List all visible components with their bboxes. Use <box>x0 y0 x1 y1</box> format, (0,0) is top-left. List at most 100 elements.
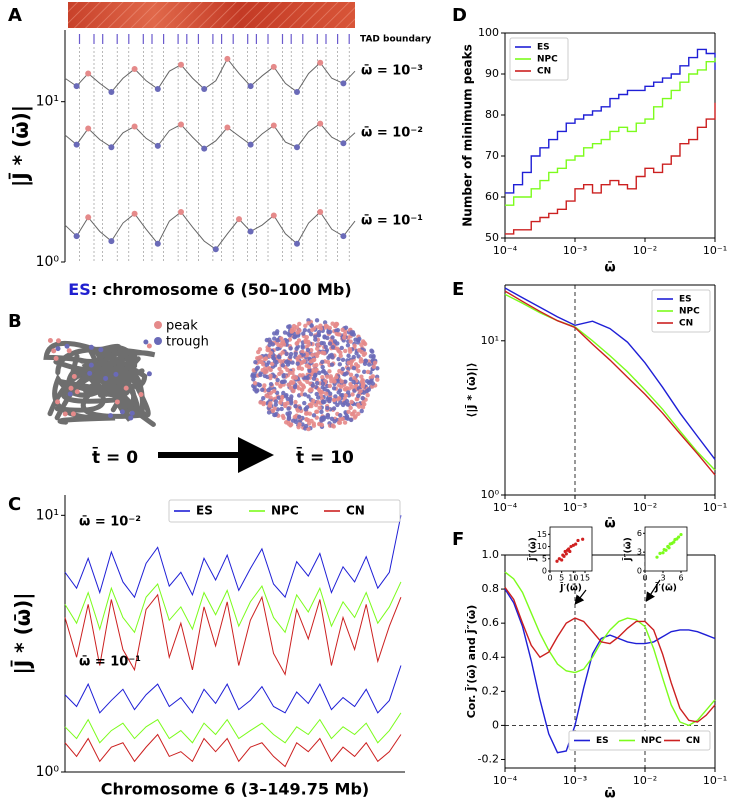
locus-dot <box>51 348 57 354</box>
y-tick-label: 0 <box>542 567 547 576</box>
locus-dot <box>340 366 345 372</box>
locus-dot <box>336 356 341 362</box>
scatter-point <box>568 549 572 554</box>
locus-dot <box>276 354 281 359</box>
trough-point <box>294 88 300 95</box>
scatter-point <box>655 555 659 559</box>
locus-dot <box>360 384 365 389</box>
locus-dot <box>315 346 320 351</box>
locus-dot <box>348 372 354 378</box>
locus-dot <box>358 388 363 394</box>
x-tick-label: 10 <box>568 574 578 583</box>
locus-dot <box>352 343 357 348</box>
locus-dot <box>275 329 280 334</box>
y-axis-label: |J̄ * (ω̄)| <box>11 592 35 674</box>
locus-dot <box>342 372 347 377</box>
locus-dot <box>317 405 322 411</box>
locus-dot <box>359 408 364 414</box>
locus-dot <box>335 379 340 384</box>
locus-dot <box>375 366 380 371</box>
group-label: ω̄ = 10⁻² <box>79 515 141 530</box>
locus-dot <box>305 347 311 353</box>
locus-dot <box>123 385 129 391</box>
legend-label: trough <box>166 335 209 350</box>
y-tick-label: 10⁰ <box>36 764 60 780</box>
trough-point <box>201 145 208 152</box>
locus-dot <box>357 336 362 342</box>
locus-dot <box>314 380 320 386</box>
legend-label: NPC <box>679 307 700 317</box>
locus-dot <box>361 400 366 405</box>
locus-dot <box>103 375 109 381</box>
locus-dot <box>302 400 307 406</box>
locus-dot <box>67 391 73 397</box>
y-tick-label: 0.4 <box>482 650 500 663</box>
locus-dot <box>326 330 332 335</box>
locus-dot <box>272 412 277 418</box>
legend-dot <box>154 337 162 345</box>
scatter-point <box>658 551 662 556</box>
locus-dot <box>280 413 286 419</box>
locus-dot <box>62 411 68 417</box>
legend-label: ES <box>196 504 213 518</box>
y-tick-label: 50 <box>485 231 499 244</box>
locus-dot <box>335 341 340 346</box>
locus-dot <box>317 370 322 376</box>
locus-dot <box>66 348 72 354</box>
x-tick-label: 15 <box>580 574 590 583</box>
series-line <box>64 211 356 250</box>
peak-point <box>85 214 92 221</box>
locus-dot <box>278 383 283 389</box>
locus-dot <box>264 393 269 398</box>
trough-point <box>73 83 80 90</box>
locus-dot <box>366 387 372 392</box>
locus-dot <box>316 329 322 335</box>
locus-dot <box>327 383 333 389</box>
series-line <box>504 290 716 476</box>
locus-dot <box>296 338 302 343</box>
scatter-point <box>560 558 564 562</box>
locus-dot <box>257 347 263 352</box>
locus-dot <box>279 336 284 341</box>
locus-dot <box>345 343 351 348</box>
trough-point <box>247 83 254 90</box>
locus-dot <box>340 416 345 422</box>
peak-point <box>270 122 277 129</box>
locus-dot <box>264 362 270 368</box>
locus-dot <box>372 360 378 366</box>
locus-dot <box>331 397 337 403</box>
locus-dot <box>266 410 272 415</box>
y-axis-label: Number of minimum peaks <box>461 44 475 227</box>
locus-dot <box>338 413 343 418</box>
locus-dot <box>254 366 259 372</box>
locus-dot <box>286 382 291 388</box>
locus-dot <box>308 347 314 353</box>
locus-dot <box>252 380 258 386</box>
locus-dot <box>337 332 342 337</box>
locus-dot <box>330 354 335 360</box>
locus-dot <box>293 399 298 405</box>
y-tick-label: 100 <box>478 26 499 39</box>
locus-dot <box>287 410 292 416</box>
locus-dot <box>294 346 299 351</box>
locus-dot <box>280 350 285 355</box>
locus-dot <box>146 371 152 377</box>
x-tick-label: 10⁻¹ <box>703 501 727 514</box>
locus-dot <box>340 357 346 362</box>
tad-label: TAD boundary <box>360 35 431 45</box>
locus-dot <box>302 392 308 397</box>
legend-label: CN <box>346 504 365 518</box>
locus-dot <box>309 327 315 333</box>
locus-dot <box>273 399 279 404</box>
locus-dot <box>361 352 367 357</box>
locus-dot <box>290 360 295 365</box>
locus-dot <box>375 377 380 382</box>
y-tick-label: 0 <box>637 567 642 576</box>
locus-dot <box>359 379 365 385</box>
y-tick-label: 3 <box>637 548 642 557</box>
locus-dot <box>371 354 376 360</box>
chromatin-fiber <box>52 356 141 425</box>
locus-dot <box>305 379 310 384</box>
locus-dot <box>360 395 365 401</box>
locus-dot <box>297 418 302 424</box>
